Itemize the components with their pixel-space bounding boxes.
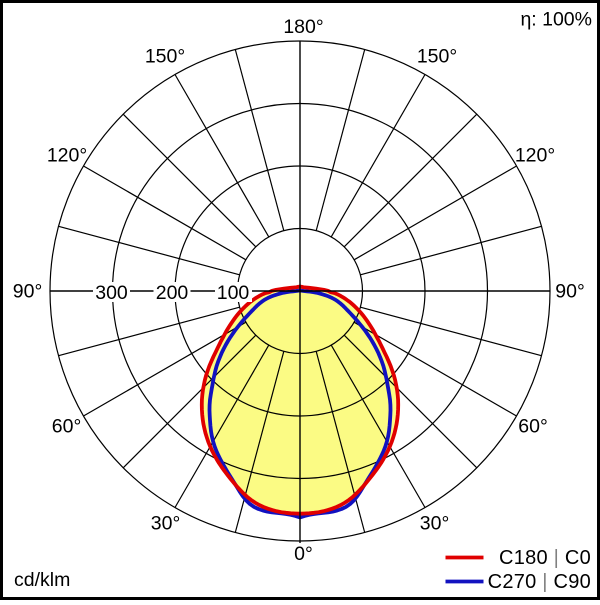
svg-text:150°: 150° [145, 46, 185, 68]
svg-text:30°: 30° [420, 513, 450, 535]
svg-text:60°: 60° [52, 415, 82, 437]
svg-text:η: 100%: η: 100% [520, 9, 592, 31]
svg-text:90°: 90° [555, 281, 585, 303]
svg-text:100: 100 [217, 282, 250, 304]
svg-text:30°: 30° [151, 513, 181, 535]
svg-text:150°: 150° [417, 46, 457, 68]
svg-text:300: 300 [95, 282, 128, 304]
svg-text:120°: 120° [515, 145, 555, 167]
svg-text:C180 | C0: C180 | C0 [499, 547, 591, 569]
svg-text:C270 | C90: C270 | C90 [488, 571, 591, 593]
svg-text:120°: 120° [47, 145, 87, 167]
svg-text:180°: 180° [283, 16, 323, 38]
svg-text:60°: 60° [518, 415, 548, 437]
svg-text:200: 200 [156, 282, 189, 304]
svg-text:0°: 0° [294, 543, 313, 565]
svg-text:90°: 90° [13, 281, 43, 303]
svg-text:cd/klm: cd/klm [14, 569, 70, 591]
